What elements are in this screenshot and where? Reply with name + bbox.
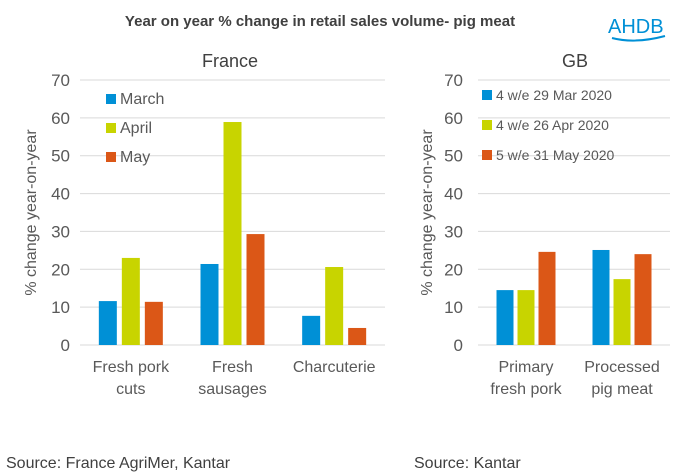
panel-title: France <box>202 51 258 71</box>
y-tick-label: 0 <box>454 336 463 355</box>
bar-april <box>325 267 344 345</box>
x-tick-label: cuts <box>116 381 145 398</box>
logo-swoosh <box>611 35 666 42</box>
bar-may <box>144 301 163 345</box>
legend-label: April <box>120 120 152 137</box>
legend: March April May <box>106 91 164 166</box>
legend-swatch <box>482 150 492 160</box>
x-tick-label: pig meat <box>591 381 653 398</box>
y-tick-label: 70 <box>444 71 463 90</box>
chart-gb: GB 0 10 20 30 40 50 60 70 % change year-on-year Pr… <box>414 51 670 472</box>
x-tick-label: Fresh pork <box>93 359 170 376</box>
bar-5-w-e-31-may-2020 <box>634 254 652 345</box>
bar-4-w-e-26-apr-2020 <box>517 290 535 345</box>
legend-swatch <box>106 94 116 104</box>
y-tick-label: 0 <box>61 336 70 355</box>
y-tick-label: 60 <box>444 109 463 128</box>
bar-april <box>121 257 140 345</box>
y-tick-label: 20 <box>444 260 463 279</box>
legend-label: March <box>120 91 164 108</box>
y-tick-label: 30 <box>51 222 70 241</box>
source-note: Source: France AgriMer, Kantar <box>6 455 231 472</box>
y-tick-label: 10 <box>444 298 463 317</box>
y-tick-label: 40 <box>444 185 463 204</box>
bar-march <box>200 263 219 345</box>
y-axis-label: % change year-on-year <box>419 129 436 296</box>
chart-france: France 0 10 20 30 40 50 60 70 % change year-on-ye… <box>6 51 385 472</box>
ahdb-logo: AHDB <box>608 16 666 42</box>
bar-may <box>348 327 367 345</box>
source-note: Source: Kantar <box>414 455 521 472</box>
legend-swatch <box>482 90 492 100</box>
panel-title: GB <box>562 51 588 71</box>
chart-title: Year on year % change in retail sales vo… <box>125 13 515 30</box>
x-tick-label: Fresh <box>212 359 253 376</box>
logo-text: AHDB <box>608 16 664 38</box>
y-tick-label: 40 <box>51 185 70 204</box>
y-tick-label: 20 <box>51 260 70 279</box>
legend-label: 5 w/e 31 May 2020 <box>496 147 615 163</box>
bar-april <box>223 122 242 346</box>
legend-swatch <box>482 120 492 130</box>
legend: 4 w/e 29 Mar 2020 4 w/e 26 Apr 2020 5 w/e … <box>482 87 615 163</box>
y-tick-label: 10 <box>51 298 70 317</box>
bar-march <box>302 315 321 345</box>
x-tick-label: Processed <box>584 359 660 376</box>
x-tick-label: sausages <box>198 381 267 398</box>
x-tick-label: fresh pork <box>490 381 562 398</box>
bar-may <box>246 234 265 345</box>
bar-4-w-e-26-apr-2020 <box>613 279 631 345</box>
y-axis-label: % change year-on-year <box>23 129 40 296</box>
y-tick-label: 50 <box>51 147 70 166</box>
legend-swatch <box>106 152 116 162</box>
bar-4-w-e-29-mar-2020 <box>496 290 514 345</box>
legend-swatch <box>106 123 116 133</box>
y-tick-label: 60 <box>51 109 70 128</box>
x-tick-label: Charcuterie <box>293 359 376 376</box>
legend-label: May <box>120 149 150 166</box>
y-tick-label: 50 <box>444 147 463 166</box>
legend-label: 4 w/e 29 Mar 2020 <box>496 87 612 103</box>
y-tick-label: 30 <box>444 222 463 241</box>
bar-5-w-e-31-may-2020 <box>538 251 556 345</box>
x-tick-label: Primary <box>498 359 553 376</box>
y-tick-label: 70 <box>51 71 70 90</box>
bar-march <box>98 301 117 345</box>
bar-4-w-e-29-mar-2020 <box>592 249 610 345</box>
legend-label: 4 w/e 26 Apr 2020 <box>496 117 609 133</box>
